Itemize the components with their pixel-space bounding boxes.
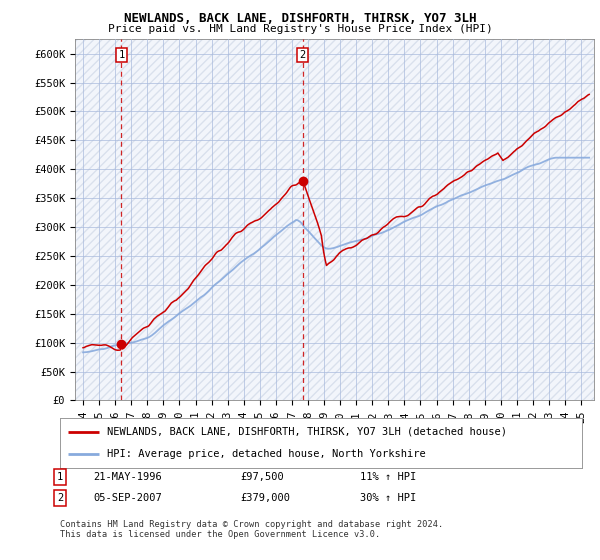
Text: 21-MAY-1996: 21-MAY-1996 — [93, 472, 162, 482]
Text: 11% ↑ HPI: 11% ↑ HPI — [360, 472, 416, 482]
Text: 30% ↑ HPI: 30% ↑ HPI — [360, 493, 416, 503]
Text: NEWLANDS, BACK LANE, DISHFORTH, THIRSK, YO7 3LH (detached house): NEWLANDS, BACK LANE, DISHFORTH, THIRSK, … — [107, 427, 507, 437]
Text: 1: 1 — [57, 472, 63, 482]
Text: £379,000: £379,000 — [240, 493, 290, 503]
Text: 2: 2 — [57, 493, 63, 503]
Text: 1: 1 — [118, 50, 125, 60]
Text: Price paid vs. HM Land Registry's House Price Index (HPI): Price paid vs. HM Land Registry's House … — [107, 24, 493, 34]
Text: Contains HM Land Registry data © Crown copyright and database right 2024.
This d: Contains HM Land Registry data © Crown c… — [60, 520, 443, 539]
Text: 05-SEP-2007: 05-SEP-2007 — [93, 493, 162, 503]
Text: 2: 2 — [300, 50, 306, 60]
Text: NEWLANDS, BACK LANE, DISHFORTH, THIRSK, YO7 3LH: NEWLANDS, BACK LANE, DISHFORTH, THIRSK, … — [124, 12, 476, 25]
Text: £97,500: £97,500 — [240, 472, 284, 482]
Bar — [75, 39, 594, 400]
Bar — [75, 39, 594, 400]
Text: HPI: Average price, detached house, North Yorkshire: HPI: Average price, detached house, Nort… — [107, 449, 426, 459]
